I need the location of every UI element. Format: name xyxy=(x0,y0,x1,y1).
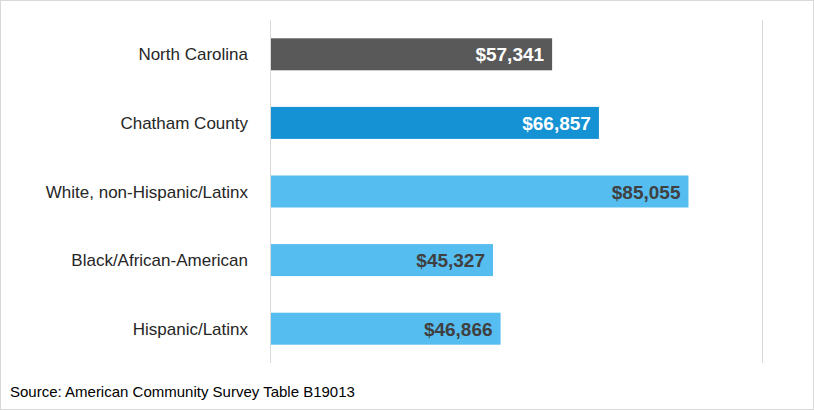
bar xyxy=(270,176,688,208)
bar xyxy=(270,313,501,345)
data-label: $85,055 xyxy=(612,182,681,203)
grid-line xyxy=(270,20,271,363)
category-label: Hispanic/Latinx xyxy=(133,320,249,339)
category-label: Chatham County xyxy=(120,114,248,133)
bars xyxy=(270,38,688,344)
category-label: North Carolina xyxy=(138,45,248,64)
texts: $57,341 North Carolina $66,857 Chatham Coun… xyxy=(46,44,681,339)
data-label: $57,341 xyxy=(475,44,544,65)
bar xyxy=(270,38,552,70)
data-label: $46,866 xyxy=(424,319,493,340)
bar xyxy=(270,107,599,139)
data-label: $66,857 xyxy=(522,113,591,134)
category-label: White, non-Hispanic/Latinx xyxy=(46,183,249,202)
axis-line xyxy=(270,20,271,363)
chart: $57,341 North Carolina $66,857 Chatham Coun… xyxy=(0,0,814,410)
category-label: Black/African-American xyxy=(71,251,248,270)
source-note: Source: American Community Survey Table … xyxy=(10,383,355,400)
axis-line xyxy=(762,20,763,363)
bar xyxy=(270,244,493,276)
frame xyxy=(1,1,814,410)
data-label: $45,327 xyxy=(416,250,485,271)
grid-line xyxy=(762,20,763,363)
